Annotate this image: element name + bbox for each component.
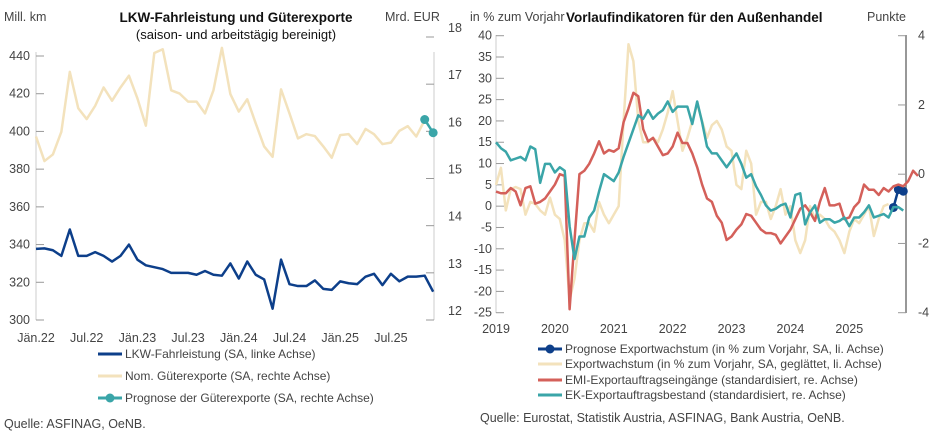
right-tick-label: -2 bbox=[918, 236, 929, 250]
right-chart-title: Vorlaufindikatoren für den Außenhandel bbox=[566, 10, 823, 25]
left-tick-label: 20 bbox=[478, 114, 492, 128]
chart-2: -25-20-15-10-50510152025303540-4-2024201… bbox=[474, 29, 929, 402]
x-tick-label: 2023 bbox=[718, 322, 746, 336]
forecast-point bbox=[898, 186, 908, 196]
legend-item: EMI-Exportauftragseingänge (standardisie… bbox=[538, 373, 858, 387]
left-tick-label: 300 bbox=[9, 313, 30, 327]
legend-marker bbox=[105, 393, 115, 403]
legend-item: Exportwachstum (in % zum Vorjahr, SA, ge… bbox=[538, 357, 882, 371]
right-tick-label: 18 bbox=[448, 21, 462, 35]
left-chart-subtitle: (saison- und arbeitstägig bereinigt) bbox=[136, 27, 336, 42]
right-chart-source: Quelle: Eurostat, Statistik Austria, ASF… bbox=[480, 411, 845, 425]
series-line-2 bbox=[34, 46, 426, 163]
x-tick-label: Jän.25 bbox=[321, 331, 359, 345]
right-tick-label: 0 bbox=[918, 167, 925, 181]
x-tick-label: 2021 bbox=[600, 322, 628, 336]
legend-item: LKW-Fahrleistung (SA, linke Achse) bbox=[98, 347, 316, 361]
series-line-3 bbox=[495, 91, 919, 311]
legend-label: Prognose Exportwachstum (in % zum Vorjah… bbox=[565, 342, 884, 356]
left-tick-label: 25 bbox=[478, 93, 492, 107]
left-tick-label: 400 bbox=[9, 124, 30, 138]
left-tick-label: 440 bbox=[9, 49, 30, 63]
chart-1: 300 320 340 360 380 400 420 440 12 13 14 15 16 17 18 Jä… bbox=[9, 21, 462, 405]
legend-item: EK-Exportauftragsbestand (standardisiert… bbox=[538, 388, 846, 402]
left-tick-label: 5 bbox=[485, 178, 492, 192]
forecast-point bbox=[428, 128, 438, 138]
legend-label: Exportwachstum (in % zum Vorjahr, SA, ge… bbox=[565, 357, 882, 371]
x-tick-label: 2022 bbox=[659, 322, 687, 336]
right-tick-label: 16 bbox=[448, 115, 462, 129]
x-tick-label: Jän.22 bbox=[17, 331, 55, 345]
right-tick-label: -4 bbox=[918, 306, 929, 320]
left-chart-ylabel-right: Mrd. EUR bbox=[385, 10, 440, 24]
x-tick-label: Jul.23 bbox=[171, 331, 204, 345]
x-tick-label: 2024 bbox=[777, 322, 805, 336]
left-tick-label: -20 bbox=[474, 284, 492, 298]
legend-label: LKW-Fahrleistung (SA, linke Achse) bbox=[125, 347, 316, 361]
right-tick-label: 14 bbox=[448, 210, 462, 224]
x-tick-label: Jul.22 bbox=[70, 331, 103, 345]
legend-label: EMI-Exportauftragseingänge (standardisie… bbox=[565, 373, 858, 387]
forecast-point bbox=[420, 115, 430, 125]
left-tick-label: -10 bbox=[474, 242, 492, 256]
x-tick-label: Jul.25 bbox=[374, 331, 407, 345]
x-tick-label: 2020 bbox=[541, 322, 569, 336]
left-tick-label: 30 bbox=[478, 71, 492, 85]
right-tick-label: 12 bbox=[448, 304, 462, 318]
left-tick-label: 15 bbox=[478, 135, 492, 149]
series-line-1 bbox=[35, 228, 435, 310]
left-tick-label: 40 bbox=[478, 29, 492, 43]
left-tick-label: 360 bbox=[9, 200, 30, 214]
legend-item: Prognose Exportwachstum (in % zum Vorjah… bbox=[538, 342, 884, 356]
left-tick-label: 35 bbox=[478, 50, 492, 64]
x-tick-label: Jän.24 bbox=[220, 331, 258, 345]
left-tick-label: 0 bbox=[485, 199, 492, 213]
right-chart-ylabel-right: Punkte bbox=[867, 10, 906, 24]
legend-marker bbox=[545, 344, 555, 354]
right-tick-label: 15 bbox=[448, 163, 462, 177]
left-tick-label: 380 bbox=[9, 162, 30, 176]
x-tick-label: 2025 bbox=[835, 322, 863, 336]
legend-item: Nom. Güterexporte (SA, rechte Achse) bbox=[98, 369, 330, 383]
legend-label: Nom. Güterexporte (SA, rechte Achse) bbox=[125, 369, 330, 383]
x-tick-label: 2019 bbox=[482, 322, 510, 336]
left-tick-label: 340 bbox=[9, 238, 30, 252]
series-line-4 bbox=[495, 100, 905, 261]
right-tick-label: 2 bbox=[918, 98, 925, 112]
right-chart-ylabel-left: in % zum Vorjahr bbox=[470, 10, 564, 24]
left-chart-title: LKW-Fahrleistung und Güterexporte bbox=[120, 10, 353, 25]
legend-item: Prognose der Güterexporte (SA, rechte Ac… bbox=[98, 391, 374, 405]
left-tick-label: -5 bbox=[481, 220, 492, 234]
legend-label: EK-Exportauftragsbestand (standardisiert… bbox=[565, 388, 846, 402]
x-tick-label: Jul.24 bbox=[273, 331, 306, 345]
left-tick-label: -25 bbox=[474, 306, 492, 320]
right-tick-label: 17 bbox=[448, 68, 462, 82]
x-tick-label: Jän.23 bbox=[119, 331, 157, 345]
right-tick-label: 4 bbox=[918, 29, 925, 43]
legend-label: Prognose der Güterexporte (SA, rechte Ac… bbox=[125, 391, 374, 405]
left-tick-label: 10 bbox=[478, 157, 492, 171]
left-tick-label: -15 bbox=[474, 263, 492, 277]
left-tick-label: 420 bbox=[9, 87, 30, 101]
left-chart-source: Quelle: ASFINAG, OeNB. bbox=[4, 417, 146, 431]
right-tick-label: 13 bbox=[448, 257, 462, 271]
left-tick-label: 320 bbox=[9, 275, 30, 289]
left-chart-ylabel-left: Mill. km bbox=[4, 10, 46, 24]
